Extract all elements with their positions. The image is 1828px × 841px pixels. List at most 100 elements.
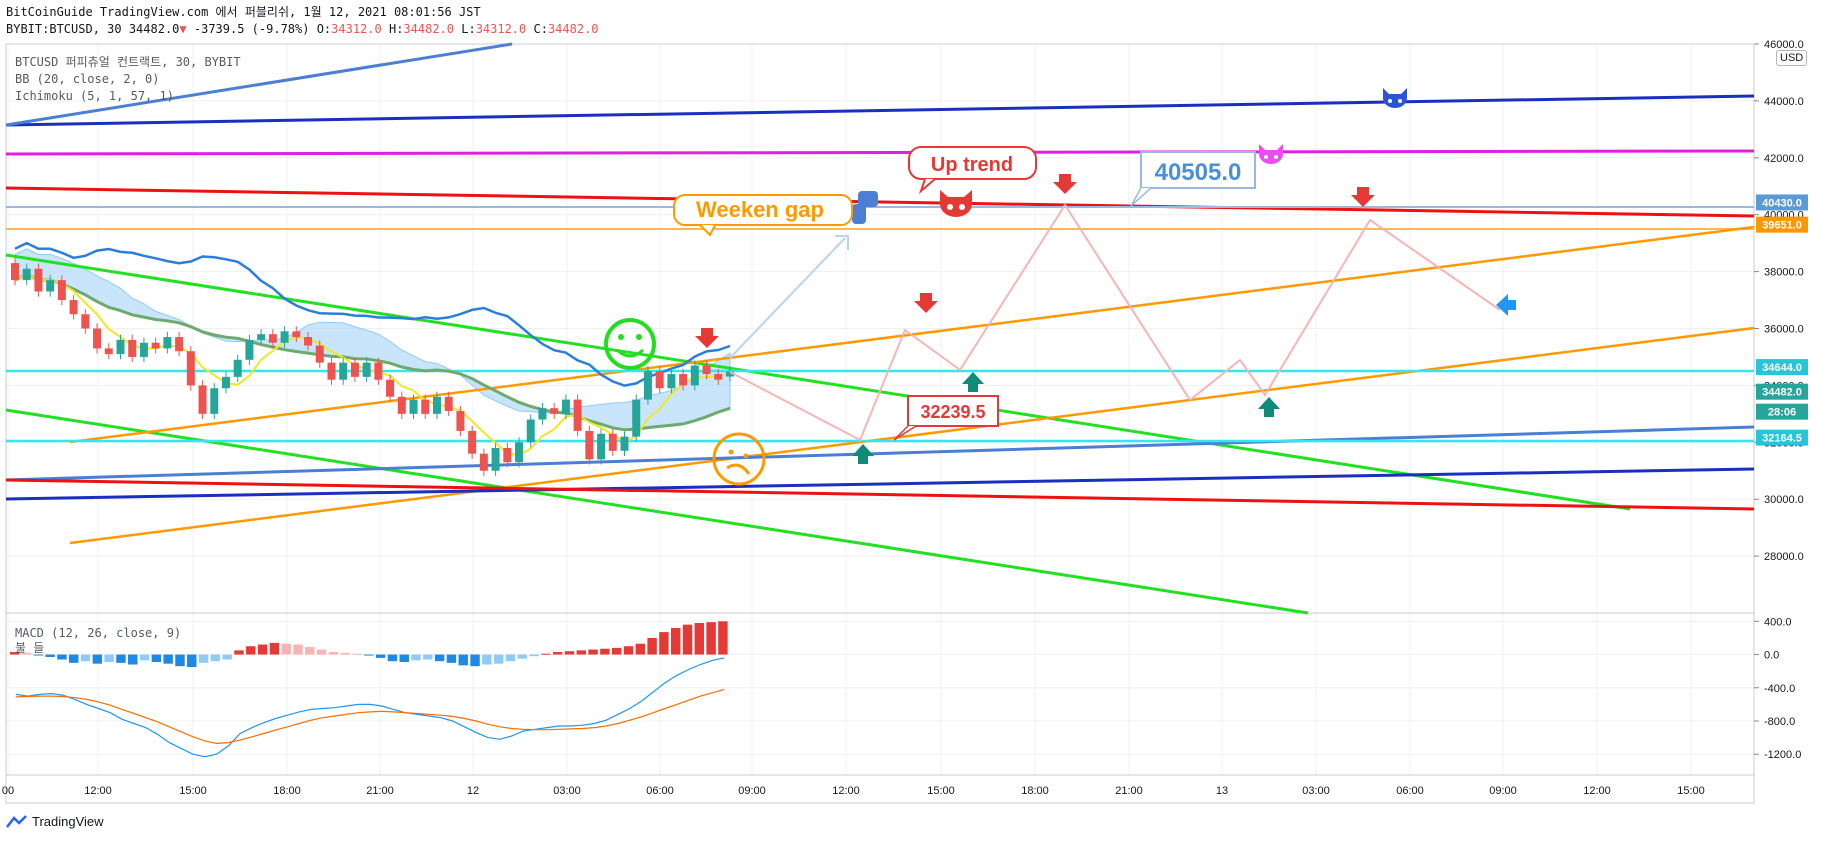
time-tick-label: 09:00 (738, 785, 766, 797)
macd-bar (33, 654, 44, 656)
price-label-box (1756, 216, 1808, 233)
up-arrow-icon (962, 372, 984, 392)
left-arrow-icon (1496, 294, 1516, 316)
candle (116, 339, 125, 355)
macd-bar (151, 654, 162, 663)
candle (128, 339, 137, 357)
candle (538, 408, 547, 420)
legend-symbol[interactable]: BTCUSD 퍼피츄얼 컨트랙트, 30, BYBIT (15, 55, 241, 69)
candle (655, 371, 664, 389)
candle (386, 379, 395, 397)
legend-macd[interactable]: MACD (12, 26, close, 9) (15, 626, 182, 640)
macd-bar (21, 652, 32, 655)
high-value: 34482.0 (403, 22, 454, 36)
price-label: 40430.0 (1762, 197, 1802, 209)
time-tick-label: 15:00 (1677, 785, 1705, 797)
orange-line-lower (69, 326, 1755, 545)
time-tick-label: 15:00 (927, 785, 955, 797)
time-tick-label: 12:00 (84, 785, 112, 797)
macd-bar (670, 627, 681, 655)
macd-bar (57, 654, 67, 660)
up-arrow-icon (1258, 397, 1280, 417)
macd-bar (718, 621, 728, 655)
candle (104, 348, 113, 355)
price-tick-label: 46000.0 (1764, 39, 1804, 51)
legend-bb[interactable]: BB (20, close, 2, 0) (15, 72, 160, 86)
candle (81, 314, 90, 329)
candle (210, 388, 219, 414)
candle (34, 268, 43, 292)
time-tick-label: 00 (2, 785, 14, 797)
legend-ichimoku[interactable]: Ichimoku (5, 1, 57, 1) (15, 89, 174, 103)
candle (679, 374, 688, 386)
candle (280, 331, 289, 343)
red-line-top (5, 186, 1755, 218)
last-price: 34482.0 (128, 22, 180, 36)
macd-bar (316, 649, 327, 655)
macd-bar (541, 653, 551, 655)
macd-bar (163, 654, 173, 664)
price-label: 32164.5 (1762, 433, 1802, 445)
candle (526, 419, 535, 443)
candle (573, 399, 582, 431)
macd-bar (434, 654, 445, 662)
symbol-label: BYBIT:BTCUSD, 30 (6, 22, 122, 36)
price-axis: 28000.030000.032000.034000.036000.038000… (1754, 39, 1804, 563)
ohlc-line: BYBIT:BTCUSD, 30 34482.0▼ -3739.5 (-9.78… (6, 21, 599, 38)
candle (245, 339, 254, 360)
weekend-gap-callout: Weeken gap (673, 194, 853, 237)
macd-axis: 400.0 0.0 -400.0 -800.0 -1200.0 (1754, 616, 1801, 761)
open-label: O: (316, 22, 332, 36)
close-value: 34482.0 (547, 22, 599, 36)
markers (604, 88, 1516, 486)
candle (726, 371, 734, 377)
macd-bar (659, 632, 669, 655)
blue-line-lower (5, 425, 1755, 482)
currency-badge[interactable]: USD (1776, 50, 1808, 66)
navy-line-lower (5, 467, 1755, 501)
macd-bar (399, 654, 409, 663)
down-arrow-icon (695, 328, 719, 348)
macd-bar (470, 654, 480, 667)
candle (151, 342, 160, 349)
price-tick-label: 36000.0 (1764, 324, 1804, 336)
macd-indicator (10, 621, 728, 758)
macd-bar (187, 654, 197, 667)
time-tick-label: 21:00 (1115, 785, 1143, 797)
macd-bar (128, 654, 138, 665)
high-label: H: (388, 22, 404, 36)
candle (233, 359, 242, 377)
bb-basis (14, 272, 731, 432)
macd-bar (458, 654, 468, 666)
happy-face-icon (604, 318, 656, 370)
candle (304, 337, 313, 346)
projection-arrows (729, 203, 1501, 442)
footer-brand[interactable]: TradingView (6, 814, 104, 829)
candle (561, 399, 570, 414)
time-tick-label: 18:00 (273, 785, 301, 797)
low-label: L: (461, 22, 476, 36)
up-arrow-icon (852, 444, 874, 464)
price-labels: 40430.0 39651.0 34644.0 34482.0 28:06 32164.5 (1756, 194, 1808, 446)
price-label-box (1756, 383, 1808, 400)
macd-bar (423, 654, 433, 660)
candle (632, 399, 641, 437)
candle (421, 399, 430, 414)
macd-legend: MACD (12, 26, close, 9) 불 들 (15, 626, 181, 656)
candle (550, 408, 559, 414)
candle (163, 337, 172, 349)
candle (702, 365, 711, 375)
time-tick-label: 06:00 (646, 785, 674, 797)
support-price-label: 32239.5 (920, 402, 985, 422)
candle (397, 396, 406, 414)
down-arrow-icon: ▼ (179, 22, 187, 36)
blue-line-top-left (5, 42, 513, 127)
candle (585, 430, 594, 460)
blue-projection-arrow (729, 237, 846, 359)
blue-arrowhead (835, 235, 849, 250)
price-label: 28:06 (1768, 407, 1796, 419)
annotations: Up trend 40505.0 Weeken gap 32239.5 (673, 146, 1256, 441)
macd-bar (623, 646, 634, 655)
macd-bar (234, 650, 244, 655)
